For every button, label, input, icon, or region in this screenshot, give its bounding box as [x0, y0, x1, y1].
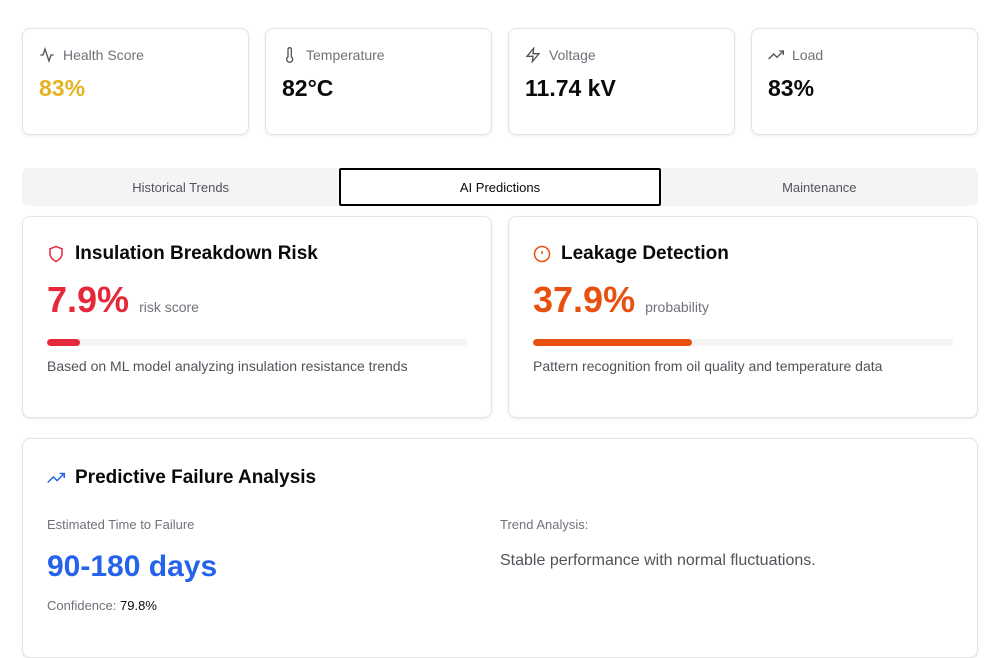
tab-list: Historical Trends AI Predictions Mainten…	[22, 168, 978, 206]
activity-icon	[40, 47, 54, 63]
confidence-label: Confidence:	[47, 598, 117, 613]
card-title: Predictive Failure Analysis	[75, 467, 317, 488]
metric-value: 82°C	[282, 75, 334, 101]
risk-value: 7.9%	[47, 279, 130, 320]
zap-icon	[525, 47, 541, 63]
tab-maintenance[interactable]: Maintenance	[782, 179, 857, 195]
metric-label: Temperature	[306, 47, 385, 63]
metric-card-load: Load 83%	[751, 28, 978, 135]
leakage-detection-card: Leakage Detection 37.9% probability Patte…	[508, 216, 978, 418]
risk-progress-fill	[47, 339, 81, 346]
shield-icon	[49, 245, 63, 263]
probability-progress-fill	[533, 339, 693, 346]
trending-up-icon	[768, 50, 784, 60]
insulation-risk-card: Insulation Breakdown Risk 7.9% risk score…	[22, 216, 492, 418]
probability-value: 37.9%	[533, 279, 636, 320]
risk-unit: risk score	[139, 299, 199, 315]
card-description: Based on ML model analyzing insulation r…	[47, 358, 408, 374]
risk-progress-bar	[47, 339, 467, 346]
trend-value: Stable performance with normal fluctuati…	[500, 552, 816, 569]
metric-label: Health Score	[63, 47, 144, 63]
thermometer-icon	[286, 47, 294, 63]
card-title: Leakage Detection	[561, 243, 729, 264]
ttf-value: 90-180 days	[47, 550, 218, 583]
tab-historical-trends[interactable]: Historical Trends	[132, 179, 230, 195]
tab-ai-predictions[interactable]: AI Predictions	[339, 168, 661, 206]
probability-unit: probability	[645, 299, 709, 315]
metric-card-temperature: Temperature 82°C	[265, 28, 492, 135]
predictive-failure-card: Predictive Failure Analysis Estimated Ti…	[22, 438, 978, 658]
metric-value: 83%	[768, 75, 815, 101]
metric-value: 11.74 kV	[525, 75, 616, 101]
metric-label: Voltage	[549, 47, 596, 63]
card-description: Pattern recognition from oil quality and…	[533, 358, 883, 374]
card-title: Insulation Breakdown Risk	[75, 243, 318, 264]
trending-up-icon	[47, 472, 65, 484]
metric-card-voltage: Voltage 11.74 kV	[508, 28, 735, 135]
probability-progress-bar	[533, 339, 953, 346]
metric-label: Load	[792, 47, 824, 63]
metric-card-health-score: Health Score 83%	[22, 28, 249, 135]
metric-value: 83%	[39, 75, 86, 101]
alert-circle-icon	[533, 245, 551, 263]
ttf-label: Estimated Time to Failure	[47, 517, 195, 532]
confidence-value: 79.8%	[120, 598, 157, 613]
trend-label: Trend Analysis:	[500, 517, 589, 532]
